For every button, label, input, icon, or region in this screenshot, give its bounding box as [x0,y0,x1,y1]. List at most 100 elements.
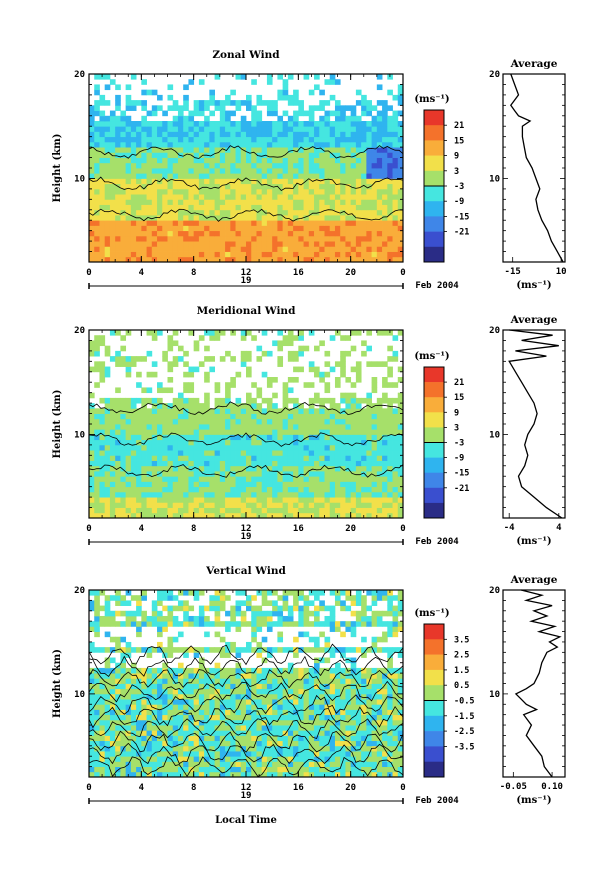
heatmap-cell [251,756,257,762]
heatmap-cell [308,699,315,705]
heatmap-cell [345,121,352,127]
y-tick-label: 20 [74,70,85,80]
x-tick-label: 0 [400,524,405,534]
heatmap-cell [303,152,310,158]
heatmap-cell [157,382,163,388]
heatmap-cell [157,481,163,488]
panel-title: Meridional Wind [197,305,296,317]
heatmap-cell [324,178,331,185]
heatmap-cell [303,251,310,258]
heatmap-cell [324,693,331,700]
heatmap-cell [314,512,320,519]
heatmap-cell [99,740,106,747]
heatmap-cell [177,678,184,684]
heatmap-cell [298,366,304,373]
heatmap-cell [293,512,299,519]
heatmap-cell [167,335,174,341]
heatmap-cell [89,725,95,731]
heatmap-cell [319,730,325,736]
heatmap-cell [340,199,346,205]
heatmap-cell [256,751,263,757]
heatmap-cell [115,350,121,357]
heatmap-cell [198,751,205,757]
heatmap-cell [345,471,352,477]
heatmap-cell [355,183,362,190]
heatmap-cell [387,152,393,158]
heatmap-cell [382,413,388,420]
heatmap-cell [376,761,383,768]
heatmap-cell [392,751,399,757]
heatmap-cell [89,225,95,232]
heatmap-cell [308,397,315,404]
heatmap-cell [99,131,106,138]
heatmap-cell [298,131,304,138]
heatmap-cell [266,771,273,778]
heatmap-cell [214,178,221,185]
heatmap-cell [115,157,121,164]
heatmap-cell [256,450,263,456]
heatmap-cell [371,215,378,221]
heatmap-cell [99,735,106,742]
heatmap-cell [94,382,100,388]
heatmap-cell [350,756,357,762]
heatmap-cell [214,168,221,174]
heatmap-cell [177,491,184,498]
heatmap-cell [287,429,294,435]
heatmap-cell [298,408,304,414]
heatmap-cell [230,147,236,153]
heatmap-cell [183,486,189,493]
heatmap-cell [376,209,383,216]
heatmap-cell [277,756,284,762]
heatmap-cell [324,507,331,514]
heatmap-cell [345,476,352,482]
heatmap-cell [371,709,378,716]
heatmap-cell [387,745,393,752]
heatmap-cell [235,688,242,695]
colorbar-tick-label: 3 [454,167,459,177]
heatmap-cell [235,397,242,404]
heatmap-cell [287,209,294,216]
heatmap-cell [266,693,273,700]
heatmap-cell [366,460,372,467]
heatmap-cell [293,100,299,106]
heatmap-cell [345,683,352,690]
heatmap-cell [382,246,388,252]
heatmap-cell [89,199,95,205]
heatmap-cell [198,709,205,716]
heatmap-cell [366,418,372,425]
average-x-tick-label: -4 [504,523,515,533]
heatmap-cell [183,471,189,477]
heatmap-cell [366,100,372,106]
heatmap-cell [125,183,132,190]
heatmap-cell [319,371,325,378]
heatmap-cell [230,476,236,482]
heatmap-cell [308,173,315,179]
heatmap-cell [387,761,393,768]
heatmap-cell [193,471,200,477]
heatmap-cell [219,256,226,263]
heatmap-cell [177,766,184,773]
heatmap-cell [298,439,304,446]
heatmap-cell [261,136,268,143]
heatmap-cell [392,251,399,258]
heatmap-cell [314,235,320,242]
heatmap-cell [235,497,242,503]
heatmap-cell [136,100,142,106]
heatmap-cell [251,497,257,503]
heatmap-cell [240,251,247,258]
heatmap-cell [204,147,210,153]
heatmap-cell [287,157,294,164]
heatmap-cell [198,481,205,488]
heatmap-cell [204,725,210,731]
heatmap-cell [324,147,331,153]
heatmap-cell [198,424,205,430]
heatmap-cell [157,771,163,778]
heatmap-cell [277,183,284,190]
heatmap-cell [209,714,215,721]
heatmap-cell [172,126,179,132]
heatmap-cell [392,110,399,117]
heatmap-cell [125,209,132,216]
heatmap-cell [115,215,121,221]
heatmap-cell [172,131,179,138]
